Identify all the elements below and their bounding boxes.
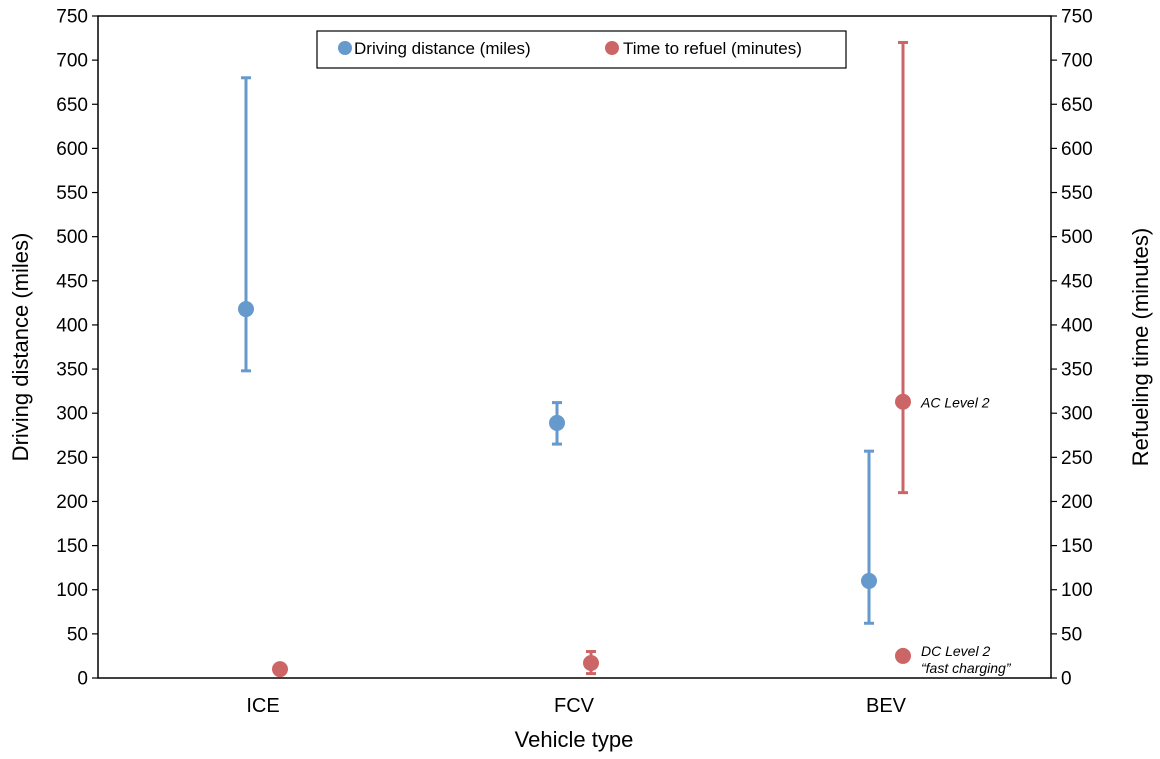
left-tick-label: 350 (56, 360, 88, 381)
left-tick-label: 150 (56, 536, 88, 557)
series-1: AC Level 2 DC Level 2“fast charging” (272, 40, 1012, 678)
x-axis-title: Vehicle type (515, 727, 634, 752)
right-tick-label: 0 (1061, 669, 1072, 690)
right-tick-label: 150 (1061, 536, 1093, 557)
left-tick-label: 500 (56, 227, 88, 248)
left-tick-label: 650 (56, 95, 88, 116)
right-tick-label: 200 (1061, 492, 1093, 513)
left-axis-title: Driving distance (miles) (8, 233, 33, 462)
legend: Driving distance (miles) Time to refuel … (316, 30, 847, 69)
right-axis-title: Refueling time (minutes) (1128, 228, 1153, 466)
right-axis: 0 50 100 150 200 250 300 350 400 450 500 550 600 650 7… (1051, 7, 1093, 690)
data-point (549, 414, 565, 431)
right-tick-label: 250 (1061, 448, 1093, 469)
left-tick-label: 100 (56, 580, 88, 601)
left-axis: 0 50 100 150 200 250 300 350 400 450 500 550 600 650 7… (56, 7, 98, 690)
legend-label-driving: Driving distance (miles) (354, 39, 531, 58)
right-tick-label: 700 (1061, 51, 1093, 72)
left-tick-label: 750 (56, 7, 88, 28)
legend-marker-refuel (605, 41, 619, 55)
right-tick-label: 750 (1061, 7, 1093, 28)
category-label-ice: ICE (246, 695, 279, 717)
data-point (583, 654, 599, 671)
annotation-label-2: “fast charging” (921, 660, 1012, 676)
left-tick-label: 50 (67, 624, 88, 645)
category-label-bev: BEV (866, 695, 907, 717)
right-tick-label: 550 (1061, 183, 1093, 204)
x-axis: ICE FCV BEV (246, 695, 906, 717)
right-tick-label: 600 (1061, 139, 1093, 160)
right-tick-label: 400 (1061, 315, 1093, 336)
annotation-label: DC Level 2 (921, 643, 990, 659)
right-tick-label: 500 (1061, 227, 1093, 248)
left-tick-label: 300 (56, 404, 88, 425)
left-tick-label: 600 (56, 139, 88, 160)
left-tick-label: 550 (56, 183, 88, 204)
plot-area (97, 15, 1052, 679)
left-tick-label: 450 (56, 271, 88, 292)
left-tick-label: 200 (56, 492, 88, 513)
left-tick-label: 250 (56, 448, 88, 469)
legend-label-refuel: Time to refuel (minutes) (623, 39, 802, 58)
annotation-label: AC Level 2 (920, 395, 990, 411)
data-point (272, 661, 288, 678)
data-point (238, 301, 254, 318)
right-tick-label: 650 (1061, 95, 1093, 116)
left-tick-label: 0 (77, 669, 88, 690)
left-tick-label: 400 (56, 315, 88, 336)
right-tick-label: 350 (1061, 360, 1093, 381)
right-tick-label: 450 (1061, 271, 1093, 292)
right-tick-label: 300 (1061, 404, 1093, 425)
category-label-fcv: FCV (554, 695, 595, 717)
right-tick-label: 50 (1061, 624, 1082, 645)
left-tick-label: 700 (56, 51, 88, 72)
legend-marker-driving (338, 41, 352, 55)
series-0 (238, 76, 877, 625)
data-point (895, 393, 911, 410)
series-layer: AC Level 2 DC Level 2“fast charging” (238, 40, 1012, 678)
data-point (861, 572, 877, 589)
legend-box (316, 30, 847, 69)
right-tick-label: 100 (1061, 580, 1093, 601)
data-point (895, 647, 911, 664)
